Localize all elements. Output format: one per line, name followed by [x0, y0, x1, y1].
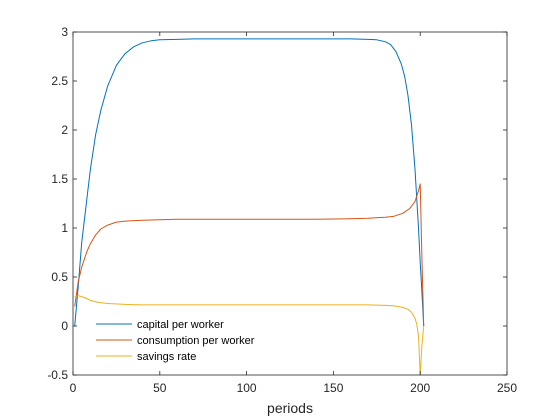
x-tick-label: 100: [237, 381, 257, 395]
legend-label-1: capital per worker: [137, 319, 224, 331]
x-tick-label: 150: [323, 381, 343, 395]
x-tick-label: 50: [153, 381, 167, 395]
legend: capital per worker consumption per worker…: [96, 319, 255, 363]
y-tick-label: 0.5: [51, 270, 68, 284]
axes-box: [72, 31, 508, 376]
series-line-1: [74, 38, 425, 327]
x-axis-label: periods: [267, 400, 313, 416]
y-tick-label: 1: [61, 221, 68, 235]
y-tick-label: 2: [61, 123, 68, 137]
y-tick-label: 1.5: [51, 172, 68, 186]
series-line-2: [74, 183, 425, 327]
x-tick-label: 200: [410, 381, 430, 395]
y-tick-label: -0.5: [47, 368, 68, 382]
x-tick-label: 0: [70, 381, 77, 395]
ticks-layer: 0 50 100 150 200 250-0.500.511.522.53: [47, 25, 517, 395]
plot-area-background: [73, 32, 507, 375]
y-tick-label: 3: [61, 25, 68, 39]
legend-label-2: consumption per worker: [137, 335, 255, 347]
y-tick-label: 2.5: [51, 74, 68, 88]
legend-label-3: savings rate: [137, 351, 196, 363]
series-layer: [74, 38, 425, 376]
series-line-3: [74, 295, 425, 376]
x-tick-label: 250: [497, 381, 517, 395]
y-tick-label: 0: [61, 319, 68, 333]
axes-layer: [72, 31, 508, 376]
